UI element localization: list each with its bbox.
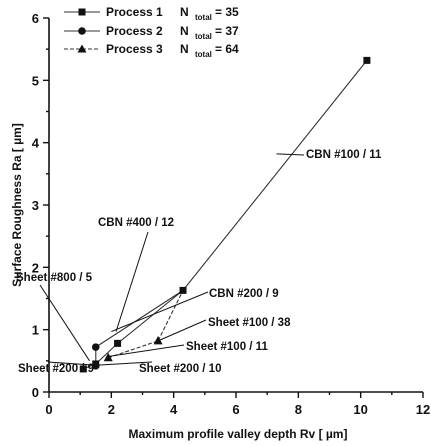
annotation-label: Sheet #200 / 10 (139, 363, 221, 375)
annotation-leader (276, 153, 305, 156)
legend-n-sub: total (195, 13, 212, 22)
annotation-leader (108, 344, 185, 357)
legend-label: Process 2 (106, 24, 163, 38)
legend-n-sub: total (195, 32, 212, 41)
data-point-triangle (103, 352, 113, 362)
x-tick-label: 12 (416, 402, 430, 417)
x-tick-label: 10 (353, 402, 367, 417)
legend-n-sub: total (195, 50, 212, 59)
y-axis-title: Surface Roughness Ra [ µm] (10, 123, 24, 287)
x-tick-label: 6 (232, 402, 239, 417)
annotation-leader (95, 361, 153, 366)
y-tick-label: 0 (32, 385, 39, 400)
annotation-label: Sheet #200 / 9 (18, 363, 94, 375)
x-tick-label: 8 (295, 402, 302, 417)
x-tick-label: 0 (45, 402, 52, 417)
legend-n-label: N (180, 42, 189, 56)
annotation-label: Sheet #800 / 5 (16, 272, 93, 284)
legend-n-label: N (180, 24, 189, 38)
x-tick-label: 2 (108, 402, 115, 417)
legend-label: Process 3 (106, 42, 163, 56)
annotation-leader (115, 231, 149, 332)
data-point-triangle (153, 335, 163, 345)
annotations: CBN #100 / 11 CBN #400 / 12 CBN #200 / 9… (16, 149, 382, 375)
data-point-square (179, 286, 187, 294)
annotation-leader (111, 291, 209, 332)
legend-entry: Process 2 N total = 37 (64, 24, 239, 41)
data-point-square (114, 339, 122, 347)
axes (48, 18, 423, 393)
legend-n-value: = 64 (215, 42, 239, 56)
x-ticks: 0 2 4 6 8 10 12 (45, 392, 430, 417)
legend-n-value: = 37 (215, 24, 239, 38)
data-point-square (79, 365, 87, 373)
y-tick-label: 3 (32, 198, 39, 213)
y-tick-label: 6 (32, 11, 39, 26)
data-point-circle (91, 362, 100, 370)
y-tick-label: 2 (32, 260, 39, 275)
y-tick-label: 1 (32, 323, 39, 338)
annotation-leaders (39, 153, 305, 366)
annotation-leader (157, 319, 207, 342)
annotation-label: Sheet #100 / 11 (186, 341, 268, 353)
annotation-label: Sheet #100 / 38 (208, 317, 291, 329)
legend-n-label: N (180, 5, 189, 19)
series-markers (79, 56, 371, 373)
legend-square-marker (78, 8, 86, 16)
y-ticks: 0 1 2 3 4 5 6 (32, 11, 49, 400)
x-tick-label: 4 (170, 402, 178, 417)
legend-triangle-marker (77, 44, 87, 53)
legend-label: Process 1 (106, 5, 163, 19)
data-point-circle (91, 343, 100, 351)
y-tick-label: 5 (32, 73, 39, 88)
legend-entry: Process 1 N total = 35 (64, 5, 239, 22)
annotation-label: CBN #400 / 12 (98, 217, 174, 229)
legend-circle-marker (78, 27, 86, 35)
legend: Process 1 N total = 35 Process 2 N total… (64, 5, 239, 59)
series-line-2-trend (95, 289, 184, 348)
x-axis-title: Maximum profile valley depth Rv [ µm] (129, 427, 348, 441)
annotation-leader (39, 284, 90, 362)
y-tick-label: 4 (32, 136, 40, 151)
legend-n-value: = 35 (215, 5, 239, 19)
annotation-leader (47, 361, 96, 366)
annotation-label: CBN #100 / 11 (306, 149, 382, 161)
annotation-label: CBN #200 / 9 (209, 288, 279, 300)
legend-entry: Process 3 N total = 64 (64, 42, 239, 59)
series-line-3-trend (157, 290, 184, 342)
data-point-square (363, 56, 371, 64)
